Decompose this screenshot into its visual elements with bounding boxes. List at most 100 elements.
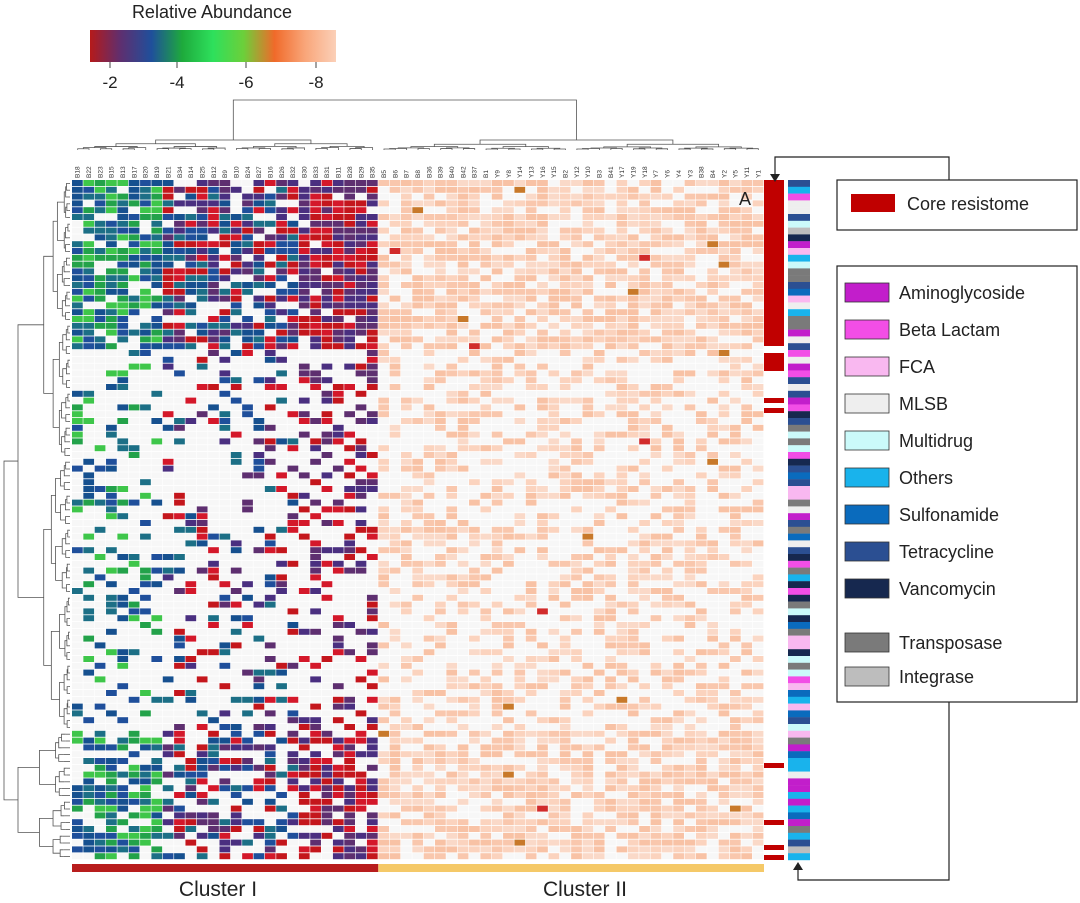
heatmap-cell <box>128 472 140 479</box>
heatmap-cell <box>378 608 390 615</box>
heatmap-cell <box>140 642 151 649</box>
heatmap-cell <box>298 390 310 397</box>
heatmap-cell <box>729 506 741 513</box>
heatmap-cell <box>741 356 753 363</box>
heatmap-cell <box>253 356 265 363</box>
heatmap-cell <box>276 574 287 581</box>
heatmap-cell <box>389 656 401 662</box>
heatmap-cell <box>310 261 321 268</box>
heatmap-cell <box>230 574 242 581</box>
heatmap-cell <box>162 472 174 479</box>
heatmap-cell <box>162 350 174 356</box>
heatmap-cell <box>491 322 503 329</box>
heatmap-cell <box>559 295 571 302</box>
heatmap-cell <box>491 574 503 581</box>
heatmap-cell <box>106 445 117 452</box>
heatmap-cell <box>310 506 321 513</box>
heatmap-cell <box>627 601 639 608</box>
heatmap-cell <box>503 554 514 560</box>
heatmap-cell <box>389 418 401 424</box>
heatmap-cell <box>106 533 117 540</box>
heatmap-cell <box>208 656 219 662</box>
heatmap-cell <box>695 499 707 506</box>
heatmap-cell <box>298 404 310 411</box>
heatmap-cell <box>571 193 582 200</box>
heatmap-cell <box>378 615 390 622</box>
heatmap-cell <box>230 329 242 336</box>
heatmap-cell <box>344 350 355 356</box>
heatmap-cell <box>752 594 764 601</box>
heatmap-cell <box>151 554 163 560</box>
heatmap-cell <box>548 540 560 547</box>
heatmap-cell <box>457 254 469 261</box>
heatmap-cell <box>695 486 707 492</box>
heatmap-cell <box>94 669 106 676</box>
heatmap-cell <box>174 513 185 520</box>
heatmap-cell <box>128 193 140 200</box>
heatmap-cell <box>162 316 174 322</box>
heatmap-cell <box>276 581 287 588</box>
heatmap-cell <box>457 200 469 207</box>
heatmap-cell <box>83 261 95 268</box>
heatmap-cell <box>287 193 299 200</box>
heatmap-cell <box>355 608 367 615</box>
heatmap-cell <box>287 479 299 486</box>
heatmap-cell <box>162 282 174 288</box>
heatmap-cell <box>491 418 503 424</box>
heatmap-cell <box>94 268 106 275</box>
heatmap-cell <box>208 220 219 227</box>
heatmap-cell <box>503 506 514 513</box>
heatmap-cell <box>106 363 117 370</box>
heatmap-cell <box>242 384 253 390</box>
heatmap-cell <box>185 356 197 363</box>
heatmap-cell <box>264 384 276 390</box>
heatmap-cell <box>162 186 174 193</box>
heatmap-cell <box>514 472 526 479</box>
heatmap-cell <box>480 241 492 248</box>
heatmap-cell <box>582 295 594 302</box>
heatmap-cell <box>378 343 390 350</box>
heatmap-cell <box>219 547 231 554</box>
heatmap-cell <box>94 465 106 472</box>
heatmap-cell <box>162 513 174 520</box>
heatmap-cell <box>616 261 628 268</box>
heatmap-cell <box>548 254 560 261</box>
heatmap-cell <box>480 370 492 377</box>
heatmap-cell <box>162 452 174 458</box>
heatmap-cell <box>151 295 163 302</box>
heatmap-cell <box>752 220 764 227</box>
heatmap-cell <box>230 662 242 669</box>
heatmap-cell <box>366 193 378 200</box>
heatmap-cell <box>593 554 605 560</box>
heatmap-cell <box>480 622 492 628</box>
dendro-branch <box>65 206 67 218</box>
heatmap-cell <box>605 608 616 615</box>
heatmap-cell <box>344 316 355 322</box>
heatmap-cell <box>616 683 628 690</box>
heatmap-cell <box>378 411 390 418</box>
heatmap-cell <box>219 193 231 200</box>
heatmap-cell <box>208 350 219 356</box>
heatmap-cell <box>605 445 616 452</box>
heatmap-cell <box>639 193 650 200</box>
heatmap-cell <box>491 186 503 193</box>
heatmap-cell <box>332 356 344 363</box>
dendro-branch <box>17 766 40 833</box>
heatmap-cell <box>661 547 673 554</box>
heatmap-cell <box>537 275 548 282</box>
heatmap-cell <box>752 567 764 574</box>
heatmap-cell <box>593 193 605 200</box>
heatmap-cell <box>752 547 764 554</box>
heatmap-cell <box>673 520 684 526</box>
heatmap-cell <box>752 370 764 377</box>
heatmap-cell <box>400 622 412 628</box>
column-label: B7 <box>404 170 411 178</box>
heatmap-cell <box>287 526 299 533</box>
heatmap-cell <box>344 499 355 506</box>
heatmap-cell <box>446 220 458 227</box>
heatmap-cell <box>457 193 469 200</box>
heatmap-cell <box>117 227 129 234</box>
heatmap-cell <box>537 241 548 248</box>
heatmap-cell <box>514 662 526 669</box>
heatmap-cell <box>117 411 129 418</box>
